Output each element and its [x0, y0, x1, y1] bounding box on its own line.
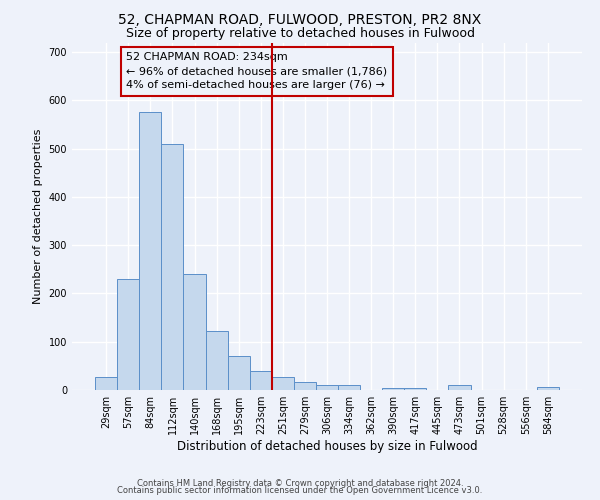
Bar [161, 144, 184, 390]
X-axis label: Distribution of detached houses by size in Fulwood: Distribution of detached houses by size … [176, 440, 478, 453]
Bar [294, 382, 316, 390]
Bar [206, 330, 227, 390]
Text: 52 CHAPMAN ROAD: 234sqm
← 96% of detached houses are smaller (1,786)
4% of semi-: 52 CHAPMAN ROAD: 234sqm ← 96% of detache… [126, 52, 387, 90]
Bar [117, 279, 139, 390]
Bar [338, 385, 360, 390]
Bar [95, 377, 117, 390]
Bar [537, 386, 559, 390]
Text: Size of property relative to detached houses in Fulwood: Size of property relative to detached ho… [125, 28, 475, 40]
Text: Contains public sector information licensed under the Open Government Licence v3: Contains public sector information licen… [118, 486, 482, 495]
Bar [404, 388, 427, 390]
Bar [250, 370, 272, 390]
Bar [272, 377, 294, 390]
Y-axis label: Number of detached properties: Number of detached properties [33, 128, 43, 304]
Text: Contains HM Land Registry data © Crown copyright and database right 2024.: Contains HM Land Registry data © Crown c… [137, 478, 463, 488]
Bar [227, 356, 250, 390]
Bar [184, 274, 206, 390]
Text: 52, CHAPMAN ROAD, FULWOOD, PRESTON, PR2 8NX: 52, CHAPMAN ROAD, FULWOOD, PRESTON, PR2 … [118, 12, 482, 26]
Bar [316, 385, 338, 390]
Bar [448, 385, 470, 390]
Bar [139, 112, 161, 390]
Bar [382, 388, 404, 390]
